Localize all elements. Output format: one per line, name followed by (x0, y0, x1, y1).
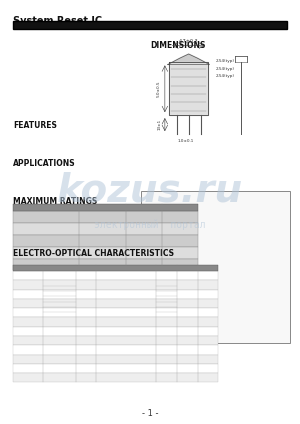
FancyBboxPatch shape (13, 204, 198, 212)
FancyBboxPatch shape (13, 265, 218, 271)
FancyBboxPatch shape (13, 345, 218, 354)
FancyBboxPatch shape (141, 191, 290, 343)
FancyBboxPatch shape (13, 354, 218, 364)
Polygon shape (169, 62, 208, 115)
FancyBboxPatch shape (13, 280, 218, 290)
Text: FEATURES: FEATURES (13, 121, 57, 131)
Text: - 1 -: - 1 - (142, 410, 158, 418)
FancyBboxPatch shape (13, 223, 198, 235)
Text: APPLICATIONS: APPLICATIONS (13, 159, 76, 168)
Text: kozus.ru: kozus.ru (57, 172, 243, 210)
Text: 2.54(typ): 2.54(typ) (215, 74, 234, 78)
Text: ELECTRO-OPTICAL CHARACTERISTICS: ELECTRO-OPTICAL CHARACTERISTICS (13, 249, 174, 258)
FancyBboxPatch shape (13, 259, 198, 271)
Text: 4.7±0.3: 4.7±0.3 (179, 39, 199, 44)
Text: DIMENSIONS: DIMENSIONS (150, 42, 206, 50)
FancyBboxPatch shape (13, 318, 218, 327)
Text: 2.54(typ): 2.54(typ) (215, 59, 234, 63)
FancyBboxPatch shape (13, 336, 218, 345)
FancyBboxPatch shape (13, 373, 218, 382)
FancyBboxPatch shape (13, 271, 218, 280)
FancyBboxPatch shape (13, 290, 218, 299)
FancyBboxPatch shape (13, 327, 218, 336)
FancyBboxPatch shape (13, 308, 218, 318)
Text: электронный  портал: электронный портал (94, 219, 206, 230)
FancyBboxPatch shape (13, 299, 218, 308)
FancyBboxPatch shape (13, 212, 198, 223)
FancyBboxPatch shape (13, 364, 218, 373)
Text: MAXIMUM RATINGS: MAXIMUM RATINGS (13, 197, 98, 206)
Polygon shape (168, 54, 209, 64)
Text: 5.0±0.5: 5.0±0.5 (156, 80, 161, 97)
Text: 1.0±0.1: 1.0±0.1 (178, 139, 194, 143)
FancyBboxPatch shape (13, 235, 198, 247)
FancyBboxPatch shape (13, 247, 198, 259)
Text: 2.54(typ): 2.54(typ) (215, 67, 234, 71)
Text: System Reset IC: System Reset IC (13, 16, 102, 26)
FancyBboxPatch shape (13, 21, 287, 29)
Text: 13±1: 13±1 (158, 119, 162, 130)
